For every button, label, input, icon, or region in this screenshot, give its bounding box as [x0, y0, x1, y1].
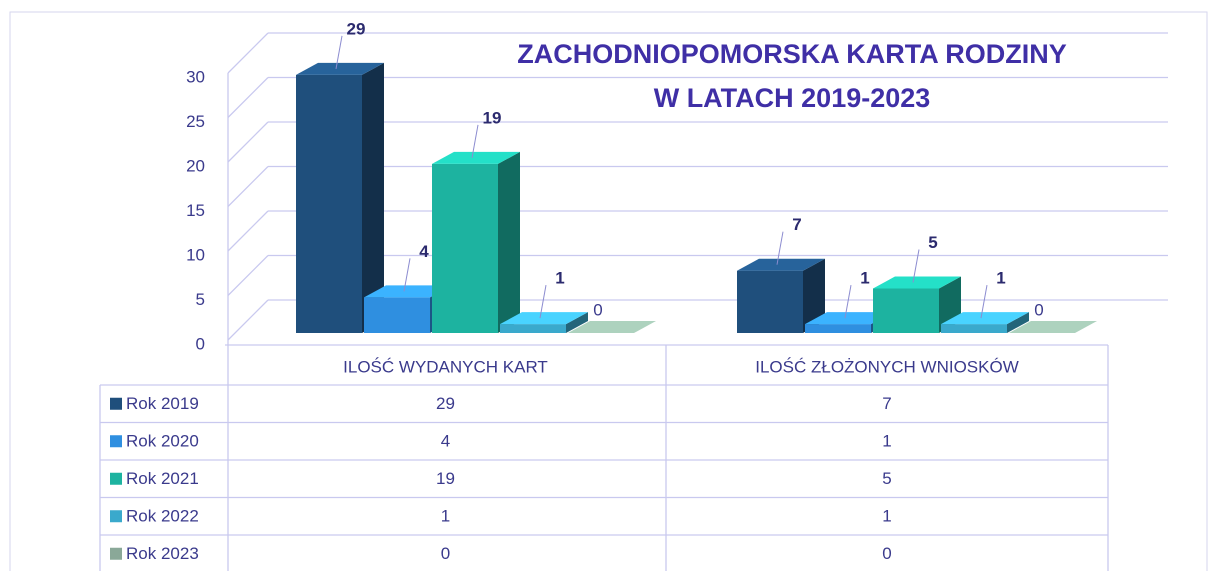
bar-face	[500, 312, 588, 325]
legend-key	[110, 435, 122, 448]
chart-title: W LATACH 2019-2023	[654, 83, 931, 113]
bar-face	[873, 288, 939, 333]
value-label: 4	[419, 242, 429, 261]
legend-label: Rok 2022	[126, 507, 199, 526]
grid-line	[227, 299, 269, 341]
bar-face	[500, 324, 566, 333]
value-label: 5	[928, 233, 937, 252]
chart-title: ZACHODNIOPOMORSKA KARTA RODZINY	[517, 39, 1066, 69]
frame	[9, 11, 1208, 571]
bar-face	[805, 324, 871, 333]
grid-line	[227, 255, 269, 296]
value-label: 1	[555, 269, 564, 288]
bar-face	[1007, 312, 1029, 333]
value-label: 19	[483, 108, 502, 127]
leader-line	[471, 124, 479, 158]
value-label: 1	[996, 269, 1005, 288]
grid-line	[227, 77, 269, 118]
bar-face	[364, 285, 452, 298]
y-tick-label: 0	[196, 334, 205, 353]
bar-face	[941, 312, 1029, 325]
legend-key	[110, 472, 122, 485]
y-tick-label: 15	[186, 201, 205, 220]
table-cell: 5	[882, 469, 891, 488]
bar-face	[296, 74, 362, 334]
table-cell: 19	[436, 469, 455, 488]
grid-line	[227, 166, 269, 207]
bar-face	[364, 297, 430, 333]
table-cell: 0	[882, 544, 891, 563]
bar-face	[1009, 321, 1097, 333]
x-tick-label: ILOŚĆ ZŁOŻONYCH WNIOSKÓW	[755, 357, 1019, 376]
bar	[873, 276, 961, 333]
bar-face	[432, 163, 498, 333]
bar	[941, 312, 1029, 333]
bar	[500, 312, 588, 333]
table-cell: 1	[882, 507, 891, 526]
table-cell: 1	[441, 507, 450, 526]
table-cell: 7	[882, 394, 891, 413]
grid-line	[227, 210, 269, 252]
leader-line	[844, 285, 852, 319]
bar-face	[737, 258, 825, 271]
legend-label: Rok 2020	[126, 432, 199, 451]
legend-key	[110, 397, 122, 410]
bar-face	[498, 151, 520, 333]
bar-face	[362, 62, 384, 334]
y-tick-label: 20	[186, 156, 205, 175]
legend-key	[110, 547, 122, 560]
bar-face	[568, 321, 656, 333]
bar-face	[803, 258, 825, 333]
table-cell: 1	[882, 432, 891, 451]
bar-face	[737, 270, 803, 333]
leader-line	[539, 285, 547, 319]
table-cell: 0	[441, 544, 450, 563]
y-tick-label: 30	[186, 67, 205, 86]
bar	[737, 258, 825, 333]
bar-face	[296, 62, 384, 75]
legend-label: Rok 2023	[126, 544, 199, 563]
value-label: 7	[792, 215, 801, 234]
bar-face	[566, 312, 588, 333]
bar	[1009, 321, 1097, 333]
bar	[432, 151, 520, 333]
leader-line	[403, 258, 411, 292]
value-label: 0	[593, 300, 602, 319]
legend-label: Rok 2019	[126, 394, 199, 413]
leader-line	[912, 249, 920, 283]
bar-face	[432, 151, 520, 164]
legend-key	[110, 510, 122, 523]
y-tick-label: 10	[186, 245, 205, 264]
table-cell: 29	[436, 394, 455, 413]
leader-line	[980, 285, 988, 319]
x-tick-label: ILOŚĆ WYDANYCH KART	[343, 357, 548, 376]
grid-line	[227, 121, 269, 163]
legend-label: Rok 2021	[126, 469, 199, 488]
bar	[568, 321, 656, 333]
value-label: 1	[860, 269, 869, 288]
y-tick-label: 5	[196, 290, 205, 309]
bar-face	[805, 312, 893, 325]
value-label: 29	[347, 19, 366, 38]
bar-face	[941, 324, 1007, 333]
bar-face	[873, 276, 961, 289]
leader-line	[776, 231, 784, 265]
table-cell: 4	[441, 432, 450, 451]
y-tick-label: 25	[186, 112, 205, 131]
bar	[296, 62, 384, 334]
value-label: 0	[1034, 300, 1043, 319]
grid-line	[227, 32, 269, 74]
leader-line	[335, 35, 343, 69]
